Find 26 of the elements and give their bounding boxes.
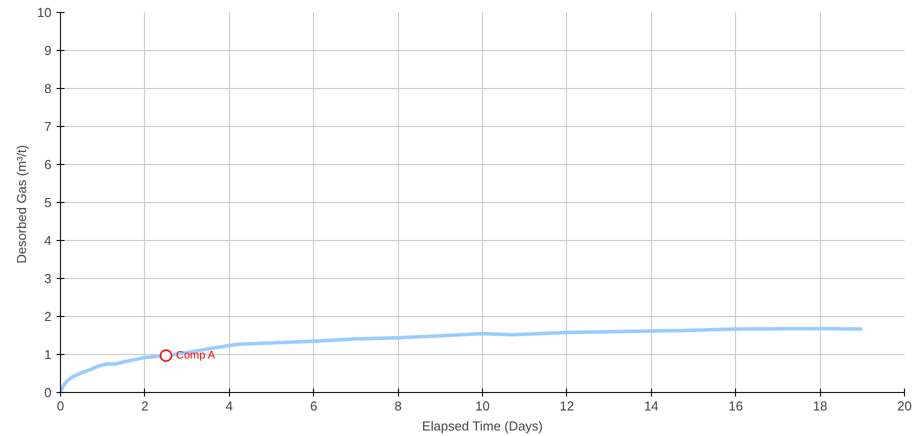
y-axis-title: Desorbed Gas (m³/t) — [14, 145, 30, 264]
x-tick-label: 6 — [310, 398, 318, 414]
x-tick-label: 10 — [475, 398, 490, 414]
x-tick-label: 4 — [226, 398, 233, 414]
x-axis-title: Elapsed Time (Days) — [422, 418, 543, 434]
line-series — [60, 326, 864, 392]
y-tick-label: 6 — [44, 157, 52, 172]
y-tick-label: 9 — [44, 43, 52, 58]
x-tick-label: 0 — [56, 398, 64, 414]
y-tick-label: 5 — [44, 195, 52, 210]
y-tick-label: 2 — [44, 309, 52, 324]
x-tick-label: 16 — [728, 398, 743, 414]
x-tick-label: 2 — [141, 398, 149, 414]
series-label: Comp A — [176, 350, 216, 362]
y-tick-label: 3 — [44, 271, 52, 286]
x-tick-label: 12 — [560, 398, 574, 414]
y-tick-label: 4 — [44, 233, 52, 248]
x-tick-label: 18 — [812, 398, 828, 414]
x-tick-label: 14 — [644, 398, 659, 414]
x-tick-label: 20 — [897, 398, 912, 414]
y-tick-label: 10 — [37, 5, 52, 20]
y-tick-label: 8 — [44, 81, 52, 96]
y-tick-label: 0 — [44, 385, 52, 400]
y-tick-label: 1 — [44, 347, 52, 362]
x-tick-label: 8 — [394, 398, 402, 414]
y-tick-label: 7 — [44, 119, 52, 134]
